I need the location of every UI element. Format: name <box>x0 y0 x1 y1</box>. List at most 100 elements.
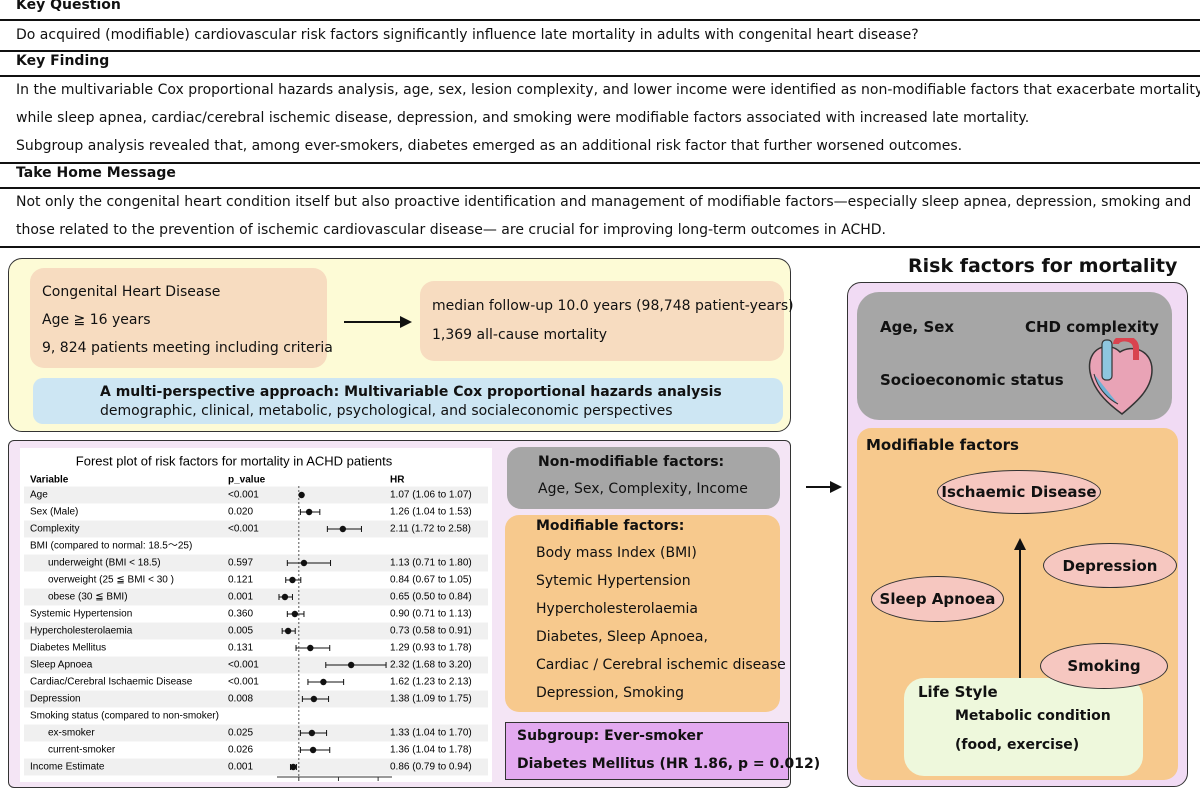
hr-label: 1.29 (0.93 to 1.78) <box>390 643 472 654</box>
row-band <box>24 622 488 640</box>
list-item: Sytemic Hypertension <box>536 573 691 589</box>
list-item: Cardiac / Cerebral ischemic disease <box>536 657 786 673</box>
text: while sleep apnea, cardiac/cerebral isch… <box>16 110 1030 126</box>
rule <box>0 246 1200 248</box>
text: Age ≧ 16 years <box>42 312 151 328</box>
hr-point <box>307 644 314 652</box>
row-band <box>24 588 488 606</box>
hr-point <box>289 576 296 584</box>
text: Non-modifiable factors: <box>538 454 725 470</box>
hr-point <box>300 559 308 567</box>
row-band <box>24 520 488 538</box>
hr-label: 1.38 (1.09 to 1.75) <box>390 694 472 705</box>
p-value: <0.001 <box>228 660 259 671</box>
p-value: <0.001 <box>228 524 259 535</box>
text: those related to the prevention of ische… <box>16 222 886 238</box>
variable-label: underweight (BMI < 18.5) <box>48 558 161 569</box>
heading: Key Question <box>16 0 121 13</box>
p-value: 0.020 <box>228 507 253 518</box>
text: In the multivariable Cox proportional ha… <box>16 82 1200 98</box>
variable-label: current-smoker <box>48 745 116 756</box>
factor: Smoking <box>1040 643 1168 689</box>
arrow <box>344 316 412 328</box>
column-header: Variable <box>30 475 69 486</box>
hr-point <box>339 525 347 533</box>
arrow <box>806 481 842 493</box>
hr-label: 1.33 (1.04 to 1.70) <box>390 728 472 739</box>
hr-label: 2.32 (1.68 to 3.20) <box>390 660 472 671</box>
list-item: Body mass Index (BMI) <box>536 545 697 561</box>
variable-label: Cardiac/Cerebral Ischaemic Disease <box>30 677 193 688</box>
heading: Take Home Message <box>16 165 176 181</box>
p-value: 0.025 <box>228 728 253 739</box>
hr-label: 0.73 (0.58 to 0.91) <box>390 626 472 637</box>
text: Congenital Heart Disease <box>42 284 221 300</box>
list-item: Diabetes, Sleep Apnoea, <box>536 629 708 645</box>
hr-label: 2.11 (1.72 to 2.58) <box>390 524 471 535</box>
hr-label: 0.90 (0.71 to 1.13) <box>390 609 472 620</box>
text: Subgroup: Ever-smoker <box>517 728 703 744</box>
row-band <box>24 656 488 674</box>
list-item: Depression, Smoking <box>536 685 685 701</box>
text: Life Style <box>918 683 998 701</box>
heading: Key Finding <box>16 53 110 69</box>
text: demographic, clinical, metabolic, psycho… <box>100 403 673 419</box>
column-header: p_value <box>228 475 266 486</box>
p-value: 0.597 <box>228 558 253 569</box>
p-value: 0.001 <box>228 762 253 773</box>
hr-point <box>298 491 305 499</box>
cohort-box <box>30 268 327 368</box>
variable-label: Diabetes Mellitus <box>30 643 106 654</box>
approach-box <box>33 378 783 424</box>
lifestyle-box <box>904 678 1143 776</box>
variable-label: Smoking status (compared to non-smoker) <box>30 711 219 722</box>
p-value: <0.001 <box>228 490 259 501</box>
row-band <box>24 554 488 572</box>
p-value: 0.026 <box>228 745 253 756</box>
text: 1,369 all-cause mortality <box>432 327 608 343</box>
outcome-box <box>420 281 784 361</box>
text: Not only the congenital heart condition … <box>16 194 1192 210</box>
text: Socioeconomic status <box>880 371 1064 389</box>
variable-label: Complexity <box>30 524 79 535</box>
hr-label: 0.86 (0.79 to 0.94) <box>390 762 472 773</box>
variable-label: overweight (25 ≦ BMI < 30 ) <box>48 575 174 586</box>
hr-label: 1.13 (0.71 to 1.80) <box>390 558 472 569</box>
hr-point <box>291 610 299 618</box>
text: Diabetes Mellitus (HR 1.86, p = 0.012) <box>517 756 821 772</box>
variable-label: obese (30 ≦ BMI) <box>48 592 128 603</box>
row-band <box>24 724 488 742</box>
p-value: 0.121 <box>228 575 253 586</box>
text: Modifiable factors <box>866 436 1019 454</box>
text: (food, exercise) <box>955 737 1080 753</box>
variable-label: BMI (compared to normal: 18.5～25) <box>30 541 192 552</box>
rule <box>0 50 1200 52</box>
factor: Depression <box>1043 543 1177 588</box>
p-value: 0.005 <box>228 626 253 637</box>
hr-label: 1.26 (1.04 to 1.53) <box>390 507 472 518</box>
hr-point <box>309 746 317 754</box>
row-band <box>24 486 488 504</box>
factor: Sleep Apnoea <box>871 576 1004 622</box>
hr-point <box>281 593 289 601</box>
variable-label: Sex (Male) <box>30 507 78 518</box>
hr-point <box>284 627 292 635</box>
p-value: 0.131 <box>228 643 253 654</box>
hr-point <box>347 661 355 669</box>
hr-point <box>305 508 313 516</box>
hr-point <box>310 695 318 703</box>
hr-point <box>308 729 316 737</box>
hr-label: 1.07 (1.06 to 1.07) <box>390 490 472 501</box>
hr-label: 0.84 (0.67 to 1.05) <box>390 575 472 586</box>
variable-label: Sleep Apnoea <box>30 660 93 671</box>
rule <box>0 162 1200 164</box>
hr-point <box>320 678 327 686</box>
subgroup-box <box>505 722 789 780</box>
hr-label: 1.62 (1.23 to 2.13) <box>390 677 472 688</box>
list-item: Hypercholesterolaemia <box>536 601 698 617</box>
variable-label: Hypercholesterolaemia <box>30 626 133 637</box>
variable-label: Depression <box>30 694 81 705</box>
rule <box>0 187 1200 189</box>
rule <box>0 19 1200 21</box>
